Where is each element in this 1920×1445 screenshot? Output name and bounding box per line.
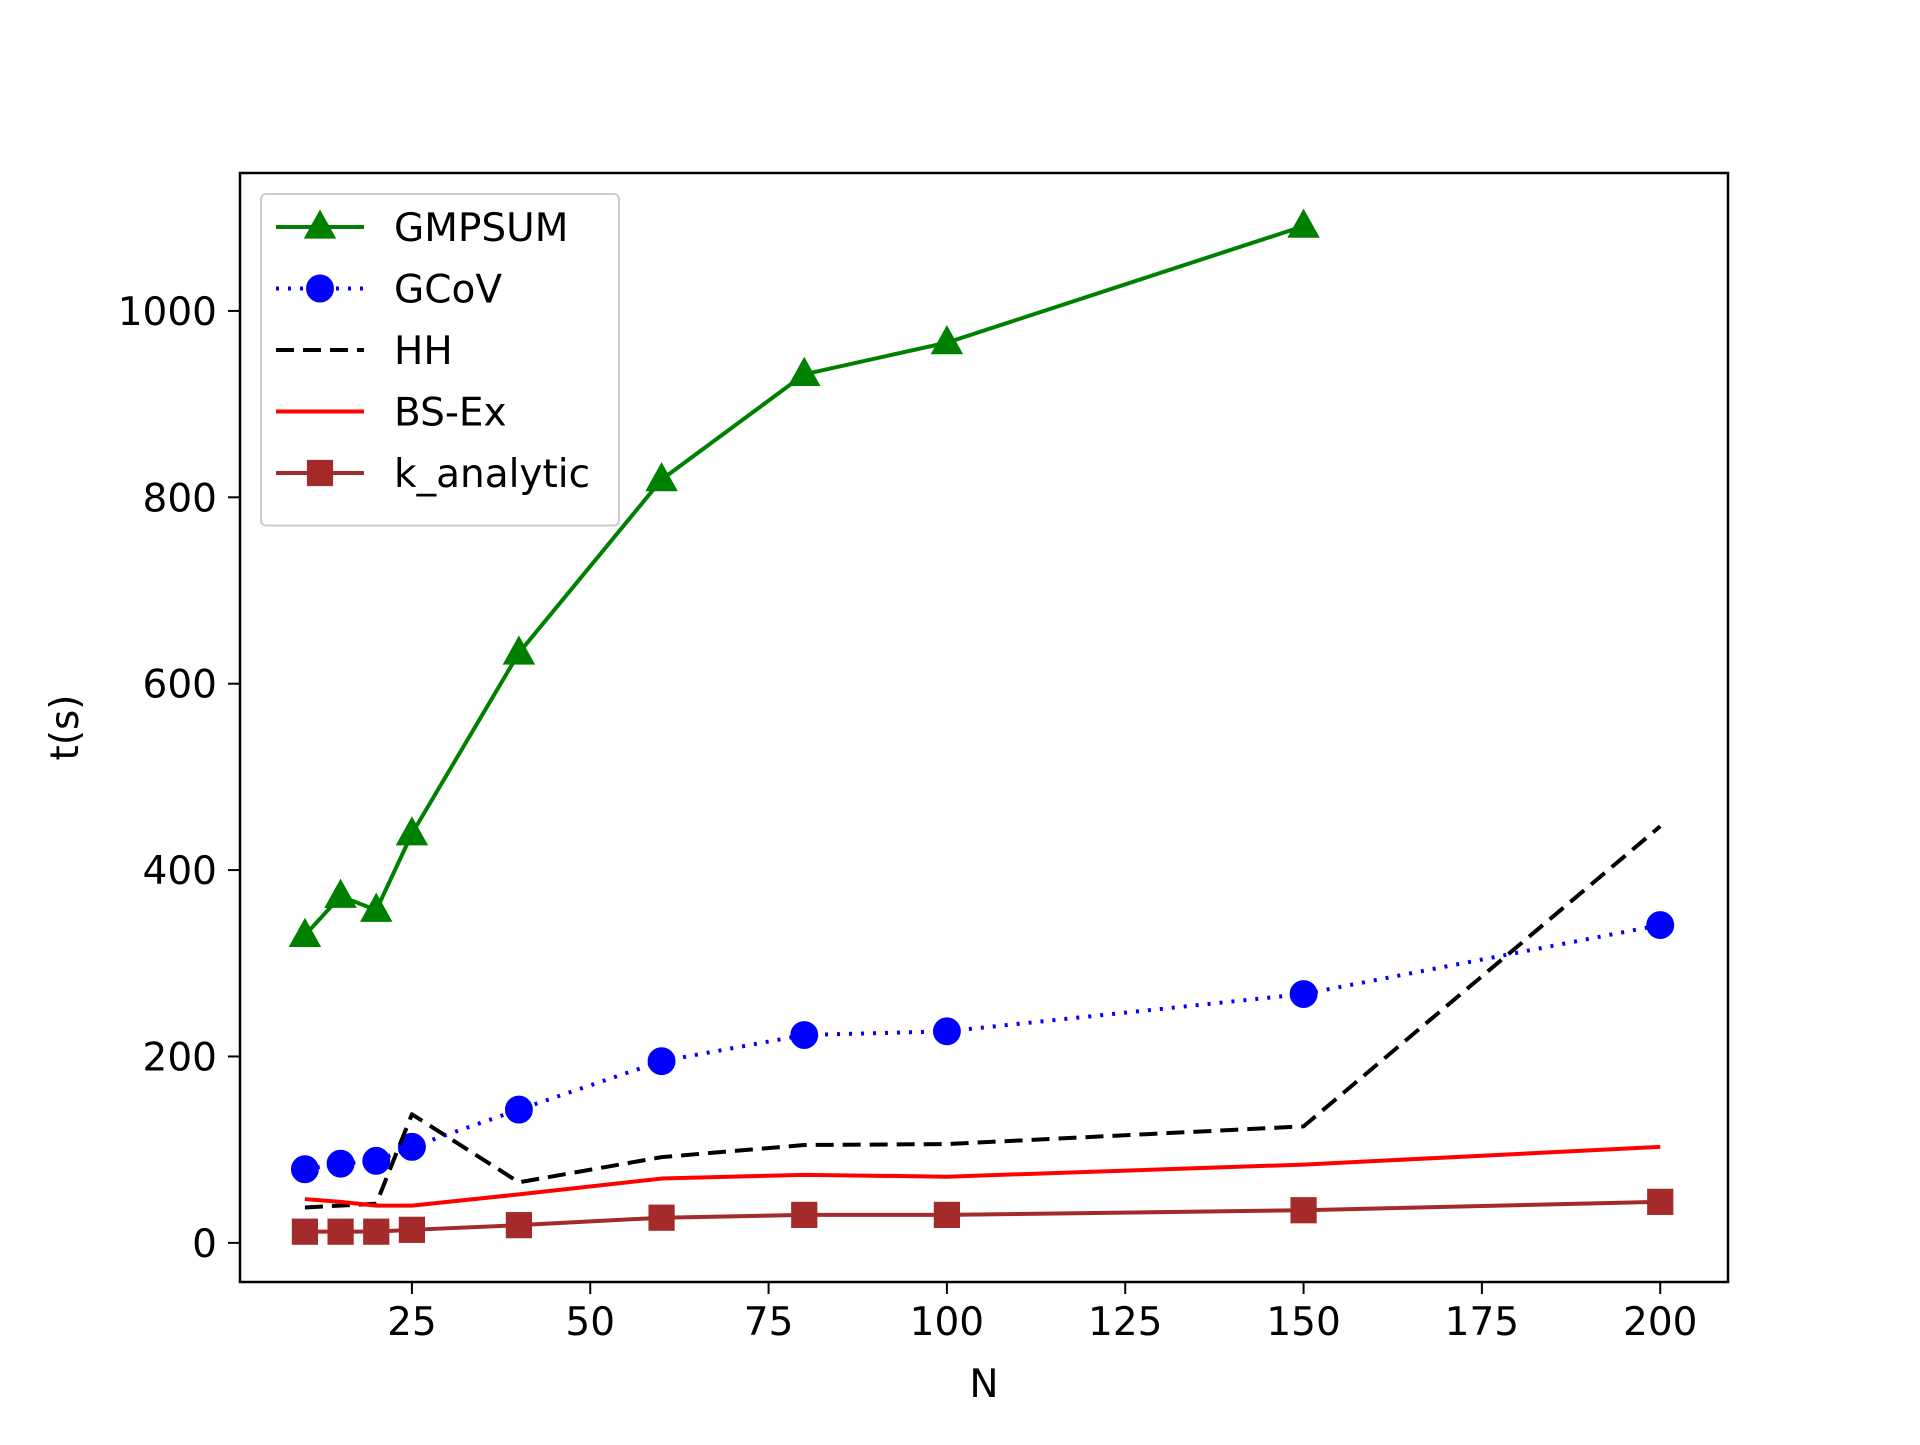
data-point-k-analytic [505, 1212, 533, 1239]
data-point-gcov [647, 1047, 676, 1076]
legend-label-k-analytic: k_analytic [394, 452, 590, 497]
data-point-gmpsum [359, 892, 393, 922]
data-point-gmpsum [324, 878, 357, 908]
legend-item-bs-ex: BS-Ex [276, 391, 507, 436]
legend-item-hh: HH [276, 329, 453, 374]
legend-marker-k-analytic [306, 459, 334, 487]
data-point-k-analytic [327, 1218, 354, 1245]
data-point-k-analytic [1290, 1197, 1317, 1224]
y-tick-label: 600 [143, 663, 217, 708]
y-tick-label: 0 [192, 1222, 217, 1267]
series-gcov [290, 911, 1675, 1184]
data-point-k-analytic [398, 1216, 426, 1243]
data-point-gmpsum [787, 356, 821, 386]
data-point-gmpsum [288, 917, 322, 947]
data-point-gmpsum [1287, 208, 1320, 238]
legend: GMPSUM GCoV HH BS-Ex k_analytic [260, 193, 620, 527]
series-k-analytic [291, 1188, 1674, 1245]
series-line-bs-ex [304, 1144, 1661, 1208]
series-gmpsum [288, 208, 1320, 947]
series-line-gcov [304, 923, 1661, 1172]
data-point-gcov [790, 1021, 819, 1049]
series-hh [304, 824, 1662, 1210]
legend-item-k-analytic: k_analytic [276, 452, 590, 497]
series-bs-ex [304, 1144, 1661, 1208]
data-point-gcov [397, 1132, 426, 1161]
legend-item-gcov: GCoV [276, 268, 502, 313]
data-point-gcov [1289, 980, 1318, 1008]
y-axis: 0 200 400 600 800 1000 [118, 290, 240, 1267]
legend-marker-gcov [306, 274, 334, 303]
y-axis-label: t(s) [43, 694, 88, 760]
data-point-k-analytic [648, 1204, 675, 1231]
y-tick-label: 800 [143, 476, 217, 521]
data-point-k-analytic [933, 1201, 961, 1229]
series-line-hh [304, 824, 1662, 1210]
legend-label-gcov: GCoV [394, 268, 502, 313]
series-line-k-analytic [304, 1199, 1661, 1234]
x-tick-label: 75 [744, 1300, 794, 1345]
data-point-gcov [504, 1095, 533, 1124]
y-tick-label: 1000 [118, 290, 217, 335]
data-point-gmpsum [930, 325, 964, 355]
plot-area-frame [238, 171, 1730, 1284]
y-tick-label: 200 [143, 1035, 217, 1080]
x-tick-label: 150 [1266, 1300, 1340, 1345]
data-point-gcov [326, 1149, 355, 1178]
x-axis-label: N [969, 1362, 998, 1407]
data-point-k-analytic [291, 1218, 319, 1245]
data-point-gcov [1646, 911, 1675, 940]
x-tick-label: 125 [1088, 1300, 1162, 1345]
y-tick-label: 400 [143, 849, 217, 894]
x-tick-label: 25 [387, 1300, 437, 1345]
data-point-k-analytic [1647, 1188, 1674, 1215]
legend-label-hh: HH [394, 329, 453, 374]
x-tick-label: 175 [1445, 1300, 1519, 1345]
data-point-gmpsum [395, 816, 429, 846]
legend-label-gmpsum: GMPSUM [394, 206, 568, 251]
legend-box [260, 193, 620, 527]
data-point-gcov [932, 1017, 961, 1046]
data-point-k-analytic [363, 1218, 390, 1245]
x-axis: 25 50 75 100 125 150 175 200 [387, 1282, 1697, 1345]
x-tick-label: 50 [565, 1300, 615, 1345]
data-point-k-analytic [791, 1201, 818, 1229]
data-point-gmpsum [502, 635, 536, 665]
series-layer [288, 208, 1675, 1245]
x-tick-label: 100 [910, 1300, 984, 1345]
data-point-gcov [290, 1155, 319, 1184]
legend-item-gmpsum: GMPSUM [276, 206, 568, 251]
legend-label-bs-ex: BS-Ex [394, 391, 507, 436]
data-point-gmpsum [645, 462, 678, 492]
data-point-gcov [362, 1146, 391, 1175]
x-tick-label: 200 [1623, 1300, 1697, 1345]
legend-marker-gmpsum [303, 209, 337, 239]
